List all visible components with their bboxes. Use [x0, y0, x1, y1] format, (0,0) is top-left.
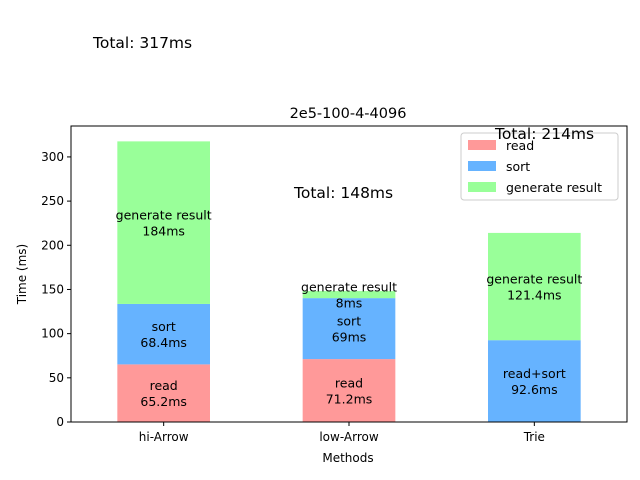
x-tick-label: Trie: [523, 430, 545, 444]
bar-segment-label: generate result: [301, 280, 397, 295]
legend-swatch: [468, 140, 496, 150]
bar-segment-label: sort: [337, 314, 361, 329]
x-tick-label: low-Arrow: [319, 430, 379, 444]
y-tick-label: 50: [49, 371, 64, 385]
bar-segment: [117, 141, 210, 304]
total-annotation: Total: 148ms: [293, 184, 393, 202]
y-axis-label: Time (ms): [15, 244, 29, 306]
total-annotation: Total: 317ms: [92, 34, 192, 52]
legend-box: [460, 132, 619, 201]
bar-segment-label: sort: [152, 319, 176, 334]
y-tick-label: 150: [41, 282, 64, 296]
legend: read sort generate result: [460, 132, 619, 201]
y-tick-label: 200: [41, 238, 64, 252]
bar-segment-label: generate result: [486, 272, 582, 287]
chart-title: 2e5-100-4-4096: [290, 106, 407, 122]
bar-segment: [488, 340, 581, 422]
bar-segment-label: read: [150, 378, 178, 393]
bar-segment-value: 69ms: [332, 330, 367, 345]
bar-segment-label: read+sort: [503, 366, 566, 381]
bar-segment-value: 184ms: [142, 224, 185, 239]
legend-entry: sort: [506, 159, 530, 174]
total-annotation: Total: 214ms: [494, 125, 594, 143]
y-tick-label: 300: [41, 150, 64, 164]
bar-segment: [117, 364, 210, 422]
bar-segment: [302, 298, 396, 360]
bar-segment-value: 92.6ms: [511, 382, 558, 397]
bar-segment: [117, 303, 210, 365]
y-tick-label: 250: [41, 194, 64, 208]
bar-segment-value: 68.4ms: [140, 335, 187, 350]
bar-segment: [488, 232, 581, 341]
bar-segment: [302, 359, 396, 422]
bar-segment-value: 8ms: [336, 296, 363, 311]
legend-entry: generate result: [506, 180, 602, 195]
legend-entry: read: [506, 138, 534, 153]
axes: 0 50 100 150 200 250 300 hi-Arrow low-Arrow Trie: [41, 125, 628, 444]
x-tick-label: hi-Arrow: [139, 430, 189, 444]
bar-segment-value: 121.4ms: [507, 288, 561, 303]
bar-segment-label: generate result: [116, 208, 212, 223]
bar-segment-label: read: [335, 376, 363, 391]
x-axis-label: Methods: [322, 451, 373, 465]
bar-segment: [302, 291, 396, 299]
y-tick-label: 100: [41, 327, 64, 341]
bar-segment-value: 65.2ms: [140, 394, 187, 409]
y-tick-label: 0: [56, 415, 64, 429]
legend-swatch: [468, 161, 496, 171]
bar-segment-value: 71.2ms: [326, 392, 373, 407]
legend-swatch: [468, 182, 496, 192]
